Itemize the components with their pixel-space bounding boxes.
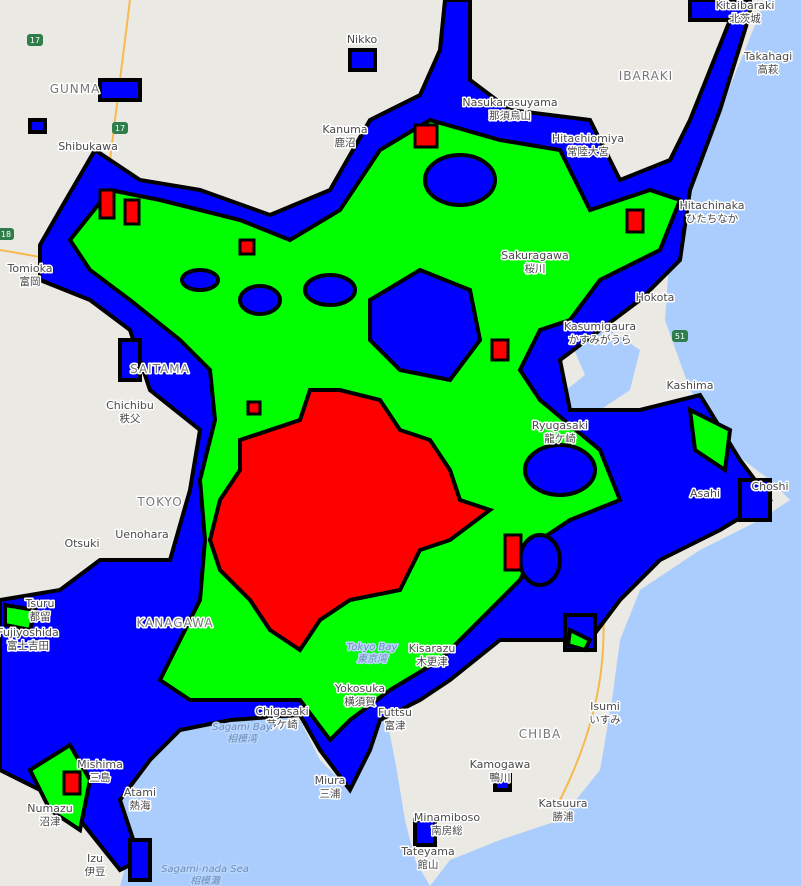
sea-label-ja: 相模湾 <box>227 733 259 745</box>
place-label: Hitachiomiya <box>552 132 624 145</box>
place-label: Kasumigaura <box>564 320 636 333</box>
place-label: Chichibu <box>106 399 154 412</box>
overlay-low-holes <box>180 153 597 587</box>
place-label-ja: 木更津 <box>416 656 448 668</box>
place-label-ja: 富岡 <box>20 275 41 288</box>
overlay-high-patches <box>62 123 645 796</box>
sea-label: Sagami-nada Sea <box>161 864 249 875</box>
sea-label: Sagami Bay <box>212 722 273 733</box>
place-label-ja: 沼津 <box>40 815 61 828</box>
place-label: Katsuura <box>538 797 587 810</box>
place-label: Otsuki <box>64 537 99 550</box>
route-shield-icon <box>672 330 688 342</box>
place-label: Mishima <box>77 758 123 771</box>
place-label-ja: 南房総 <box>431 824 463 837</box>
place-label-ja: 横須賀 <box>344 695 376 708</box>
place-label-ja: 富津 <box>385 719 406 732</box>
place-label-ja: 伊豆 <box>85 866 106 878</box>
place-label-ja: 熱海 <box>130 799 151 812</box>
region-label: CHIBA <box>519 727 561 741</box>
place-label-ja: 館山 <box>418 858 439 871</box>
place-label: Tateyama <box>400 845 454 858</box>
place-label-ja: 龍ケ崎 <box>544 432 576 445</box>
region-label: IBARAKI <box>619 69 673 83</box>
place-label-ja: ひたちなか <box>686 213 739 225</box>
place-label: Tomioka <box>7 262 53 275</box>
place-label: Ryugasaki <box>532 419 588 432</box>
route-shield-icon <box>0 228 14 240</box>
region-label: KANAGAWA <box>136 616 213 630</box>
place-label-ja: 三浦 <box>320 787 341 800</box>
route-number: 18 <box>1 230 11 239</box>
place-label: Minamiboso <box>414 811 480 824</box>
place-label: Kitaibaraki <box>716 0 775 12</box>
sea-label: Tokyo Bay <box>347 642 399 653</box>
place-label: Kanuma <box>322 123 367 136</box>
sea-label-ja: 東京湾 <box>357 653 389 665</box>
place-label: Asahi <box>690 487 720 500</box>
place-label-ja: 秩父 <box>120 413 141 425</box>
region-label: SAITAMA <box>130 362 190 376</box>
region-label: GUNMA <box>50 82 101 96</box>
route-number: 17 <box>115 124 125 133</box>
route-number: 51 <box>675 332 685 341</box>
place-label-ja: 那須烏山 <box>489 109 531 122</box>
place-label-ja: 常陸大宮 <box>567 145 609 158</box>
region-label: TOKYO <box>136 495 182 509</box>
place-label: Shibukawa <box>58 140 118 153</box>
place-label-ja: 富士吉田 <box>7 639 49 652</box>
place-label-ja: 高萩 <box>758 63 779 76</box>
place-label-ja: 北茨城 <box>729 12 761 25</box>
place-label-ja: 三島 <box>90 771 111 784</box>
place-label: Takahagi <box>743 50 792 63</box>
place-label-ja: 鴨川 <box>490 771 511 784</box>
lake-kasumigaura <box>560 330 640 420</box>
route-shield-icon <box>112 122 128 134</box>
place-label: Miura <box>315 774 346 787</box>
place-label: Izu <box>87 852 103 865</box>
place-label: Kashima <box>667 379 714 392</box>
place-label-ja: 桜川 <box>525 262 546 275</box>
overlay-high-area <box>207 388 495 653</box>
place-label: Choshi <box>751 480 788 493</box>
place-label-ja: 勝浦 <box>553 810 574 823</box>
place-label: Hitachinaka <box>679 199 744 212</box>
place-label: Uenohara <box>115 528 169 541</box>
place-label: Kamogawa <box>470 758 531 771</box>
sea <box>120 0 801 886</box>
place-label: Nasukarasuyama <box>462 96 557 109</box>
overlay-mid-patches <box>2 406 733 834</box>
place-label: Yokosuka <box>334 682 385 695</box>
place-label: Kisarazu <box>409 642 456 655</box>
place-label: Sakuragawa <box>501 249 568 262</box>
place-label: Chigasaki <box>255 705 308 718</box>
place-label: Nikko <box>347 33 378 46</box>
place-label-ja: かすみがうら <box>569 333 632 346</box>
place-label: Fujiyoshida <box>0 626 59 639</box>
place-label: Hokota <box>636 291 675 304</box>
route-number: 17 <box>30 36 40 45</box>
place-label-ja: 鹿沼 <box>335 136 356 149</box>
place-label: Futtsu <box>378 706 412 719</box>
place-label: Atami <box>124 786 156 799</box>
place-label: Isumi <box>590 700 620 713</box>
place-label-ja: 茅ケ崎 <box>266 718 298 731</box>
route-shield-icon <box>27 34 43 46</box>
place-label: Numazu <box>27 802 72 815</box>
place-label: Tsuru <box>24 597 54 610</box>
place-label-ja: 都留 <box>30 610 51 623</box>
place-label-ja: いすみ <box>589 714 621 726</box>
sea-label-ja: 相模灘 <box>190 875 222 886</box>
